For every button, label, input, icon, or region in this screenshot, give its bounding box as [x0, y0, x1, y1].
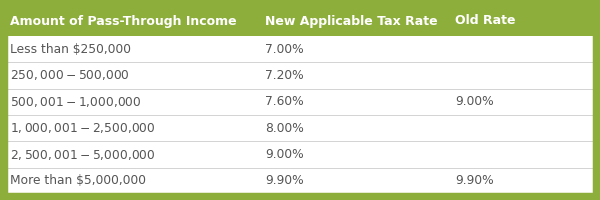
Bar — [6, 6, 594, 36]
Text: Less than $250,000: Less than $250,000 — [10, 43, 131, 56]
Text: 9.00%: 9.00% — [455, 95, 494, 108]
Text: 8.00%: 8.00% — [265, 122, 304, 135]
Text: Amount of Pass-Through Income: Amount of Pass-Through Income — [10, 15, 236, 27]
Text: 7.20%: 7.20% — [265, 69, 304, 82]
Text: Old Rate: Old Rate — [455, 15, 515, 27]
Text: $2,500,001 - $5,000,000: $2,500,001 - $5,000,000 — [10, 147, 155, 162]
Text: 7.60%: 7.60% — [265, 95, 304, 108]
Text: $500,001 - $1,000,000: $500,001 - $1,000,000 — [10, 95, 142, 109]
Text: More than $5,000,000: More than $5,000,000 — [10, 174, 146, 187]
Bar — [6, 36, 594, 194]
Text: $250,000 - $500,000: $250,000 - $500,000 — [10, 68, 130, 82]
Text: $1,000,001 - $2,500,000: $1,000,001 - $2,500,000 — [10, 121, 155, 135]
Text: 9.90%: 9.90% — [455, 174, 494, 187]
Text: 9.90%: 9.90% — [265, 174, 304, 187]
Text: 7.00%: 7.00% — [265, 43, 304, 56]
Text: New Applicable Tax Rate: New Applicable Tax Rate — [265, 15, 437, 27]
Text: 9.00%: 9.00% — [265, 148, 304, 161]
